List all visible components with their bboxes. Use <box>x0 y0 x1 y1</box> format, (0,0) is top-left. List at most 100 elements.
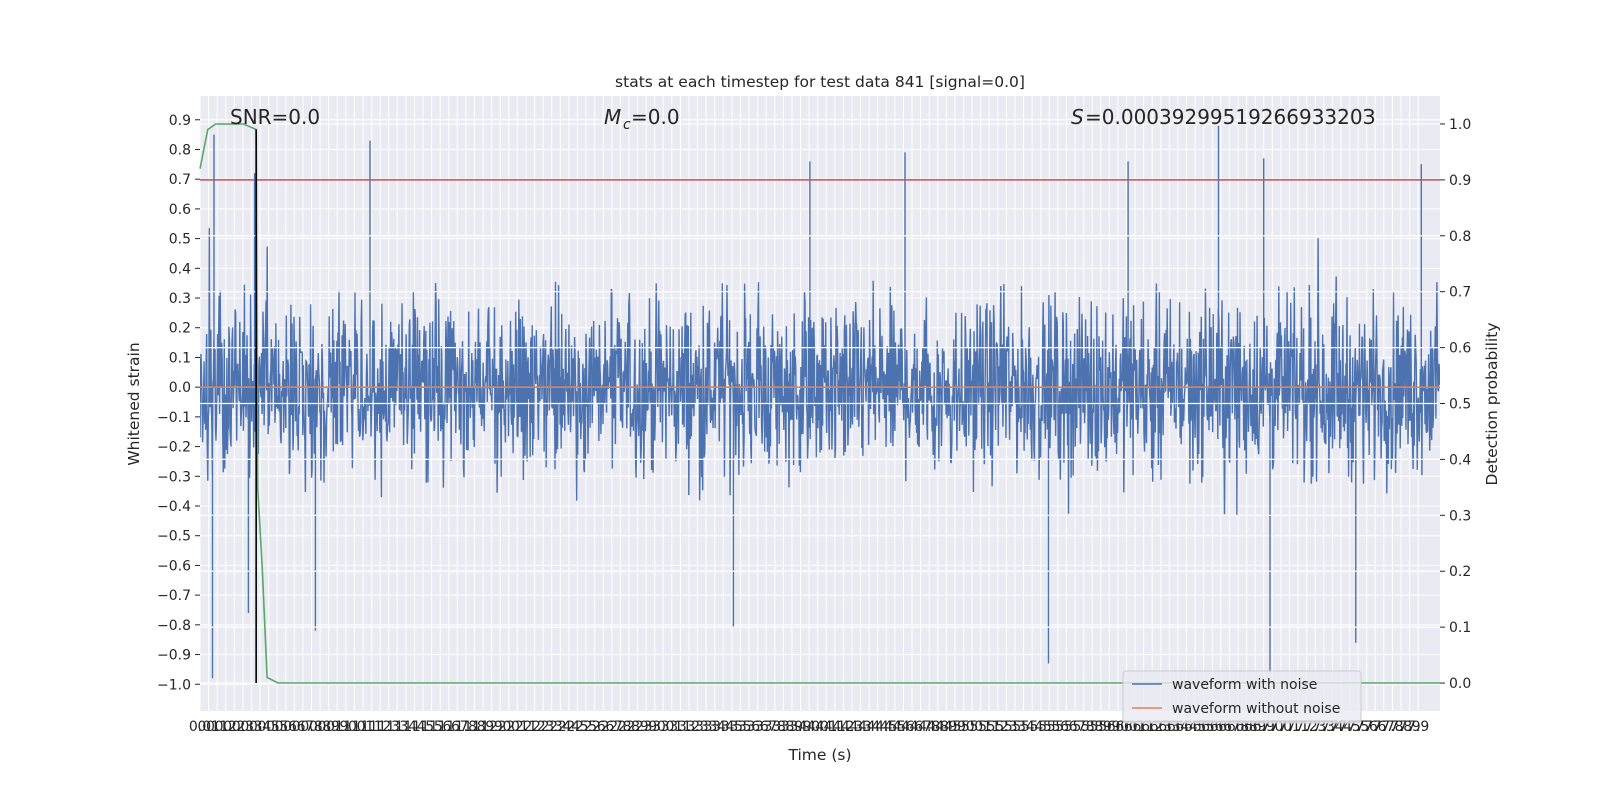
left-y-tick-label: 0.3 <box>169 291 191 307</box>
x-tick-label: 5.7 <box>1064 719 1086 735</box>
x-tick-label: 0.6 <box>275 719 297 735</box>
x-tick-label: 5.5 <box>1030 719 1052 735</box>
x-tick-label: 0.2 <box>223 719 245 735</box>
right-y-tick-label: 0.8 <box>1449 229 1471 245</box>
x-tick-label: 5.6 <box>1047 719 1069 735</box>
x-tick-label: 6.0 <box>1107 719 1129 735</box>
snr-annotation: SNR=0.0 <box>230 105 320 129</box>
x-tick-label: 3.8 <box>772 719 794 735</box>
x-tick-label: 1.4 <box>403 719 425 735</box>
right-y-tick-label: 0.0 <box>1449 676 1471 692</box>
x-tick-label: 3.9 <box>789 719 811 735</box>
x-tick-label: 4.4 <box>867 719 889 735</box>
x-tick-label: 4.4 <box>858 719 880 735</box>
x-tick-label: 1.0 <box>343 719 365 735</box>
left-y-tick-label: −0.8 <box>157 618 191 634</box>
x-tick-label: 2.6 <box>592 719 614 735</box>
score-annotation: S =0.0003929951926693320З <box>1071 105 1375 129</box>
left-y-axis-ticks: −1.0 −0.9 −0.8 −0.7 −0.6 −0.5 −0.4 −0.3 −0.2 −0.1… <box>157 113 200 693</box>
x-tick-label: 0.9 <box>326 719 348 735</box>
chirp-mass-annotation: M c =0.0 <box>604 105 680 133</box>
x-tick-label: 2.5 <box>566 719 588 735</box>
left-y-tick-label: −0.9 <box>157 648 191 664</box>
left-y-tick-label: 0.7 <box>169 172 191 188</box>
x-tick-label: 3.0 <box>652 719 674 735</box>
x-tick-label: 2.6 <box>583 719 605 735</box>
left-y-tick-label: 0.2 <box>169 321 191 337</box>
x-axis-label: Time (s) <box>787 746 851 764</box>
x-tick-label: 1.4 <box>395 719 417 735</box>
x-tick-label: 0.9 <box>318 719 340 735</box>
x-tick-label: 5.2 <box>987 719 1009 735</box>
x-tick-label: 4.0 <box>798 719 820 735</box>
x-tick-label: 1.7 <box>446 719 468 735</box>
x-tick-label: 1.5 <box>412 719 434 735</box>
x-tick-label: 4.5 <box>875 719 897 735</box>
x-tick-label: 2.4 <box>549 719 571 735</box>
x-tick-label: 1.6 <box>438 719 460 735</box>
x-tick-label: 0.3 <box>232 719 254 735</box>
score-value: =0.0003929951926693320З <box>1085 105 1375 129</box>
left-y-tick-label: 0.9 <box>169 113 191 129</box>
left-y-tick-label: −0.4 <box>157 499 191 515</box>
x-tick-label: 7.6 <box>1356 719 1378 735</box>
x-tick-label: 7.6 <box>1364 719 1386 735</box>
x-tick-label: 4.1 <box>815 719 837 735</box>
x-tick-label: 5.8 <box>1081 719 1103 735</box>
x-tick-label: 3.2 <box>678 719 700 735</box>
x-tick-label: 0.7 <box>292 719 314 735</box>
x-tick-label: 2.0 <box>489 719 511 735</box>
left-y-tick-label: −0.5 <box>157 529 191 545</box>
x-tick-label: 1.1 <box>352 719 374 735</box>
x-tick-label: 1.8 <box>455 719 477 735</box>
right-y-tick-label: 1.0 <box>1449 117 1471 133</box>
right-y-tick-label: 0.9 <box>1449 173 1471 189</box>
x-tick-label: 4.3 <box>841 719 863 735</box>
x-tick-label: 1.6 <box>429 719 451 735</box>
x-tick-label: 5.3 <box>1004 719 1026 735</box>
x-tick-label: 0.3 <box>240 719 262 735</box>
x-tick-label: 0.4 <box>249 719 271 735</box>
x-tick-label: 2.8 <box>618 719 640 735</box>
x-tick-label: 0.8 <box>300 719 322 735</box>
chirp-mass-subscript: c <box>623 117 631 133</box>
x-tick-label: 2.9 <box>635 719 657 735</box>
left-y-tick-label: 0.4 <box>169 261 191 277</box>
x-tick-label: 3.4 <box>704 719 726 735</box>
x-tick-label: 0.2 <box>215 719 237 735</box>
right-y-tick-label: 0.5 <box>1449 397 1471 413</box>
chirp-mass-symbol: M <box>604 105 621 129</box>
right-y-tick-label: 0.1 <box>1449 620 1471 636</box>
x-tick-label: 1.0 <box>335 719 357 735</box>
x-tick-label: 4.5 <box>884 719 906 735</box>
x-tick-label: 3.8 <box>764 719 786 735</box>
right-y-axis-ticks: 0.0 0.1 0.2 0.3 0.4 0.5 0.6 0.7 0.8 0.9 1.0 <box>1440 117 1471 692</box>
left-y-tick-label: −0.3 <box>157 469 191 485</box>
x-tick-label: 4.8 <box>927 719 949 735</box>
x-tick-label: 3.6 <box>746 719 768 735</box>
x-tick-label: 3.7 <box>755 719 777 735</box>
x-tick-label: 1.8 <box>463 719 485 735</box>
x-tick-label: 4.3 <box>849 719 871 735</box>
x-tick-label: 3.5 <box>721 719 743 735</box>
x-tick-label: 2.8 <box>609 719 631 735</box>
x-tick-label: 2.3 <box>532 719 554 735</box>
series-detection-probability <box>199 123 1440 684</box>
left-y-tick-label: 0.8 <box>169 142 191 158</box>
x-tick-label: 5.8 <box>1072 719 1094 735</box>
x-tick-label: 0.1 <box>197 719 219 735</box>
x-tick-label: 2.7 <box>601 719 623 735</box>
x-tick-label: 0.1 <box>206 719 228 735</box>
x-tick-label: 7.9 <box>1398 719 1420 735</box>
x-tick-label: 4.1 <box>824 719 846 735</box>
x-tick-label: 3.5 <box>729 719 751 735</box>
x-tick-label: 5.6 <box>1055 719 1077 735</box>
x-tick-label: 5.4 <box>1012 719 1034 735</box>
x-axis-ticks: 0.00.10.10.20.20.30.30.40.50.50.60.60.70… <box>189 719 1429 735</box>
chart-title: stats at each timestep for test data 841… <box>615 73 1025 91</box>
left-y-tick-label: −0.6 <box>157 558 191 574</box>
x-tick-label: 1.1 <box>360 719 382 735</box>
x-tick-label: 3.3 <box>686 719 708 735</box>
x-tick-label: 0.5 <box>257 719 279 735</box>
x-tick-label: 3.3 <box>695 719 717 735</box>
